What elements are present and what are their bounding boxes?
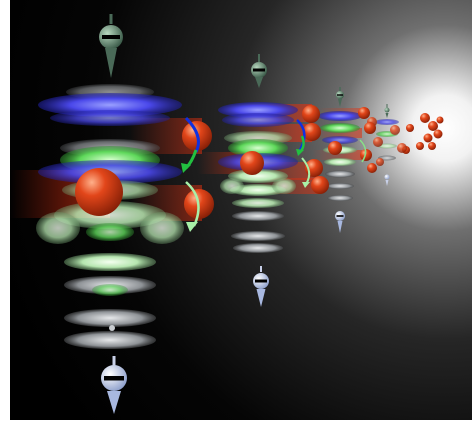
curved-arrow-blue-green-2 (296, 119, 306, 156)
spin-probe-bottom-1 (101, 356, 127, 414)
spin-probe-bottom-2 (253, 266, 269, 307)
spin-probe-top-4 (384, 104, 390, 118)
stack-column-3 (312, 107, 377, 201)
spin-probe-top-1 (99, 14, 123, 78)
curved-arrow-light-green-1 (185, 181, 200, 232)
spin-probe-top-2 (251, 54, 267, 88)
stack-column-1 (10, 84, 214, 349)
spin-probe-top-3 (336, 87, 344, 107)
curved-arrow-blue-green-1 (181, 116, 200, 173)
spin-probe-bottom-4 (384, 174, 390, 186)
stack-column-2 (198, 102, 329, 253)
spin-probe-bottom-3 (335, 211, 345, 233)
curved-arrow-light-green-2 (301, 157, 311, 188)
